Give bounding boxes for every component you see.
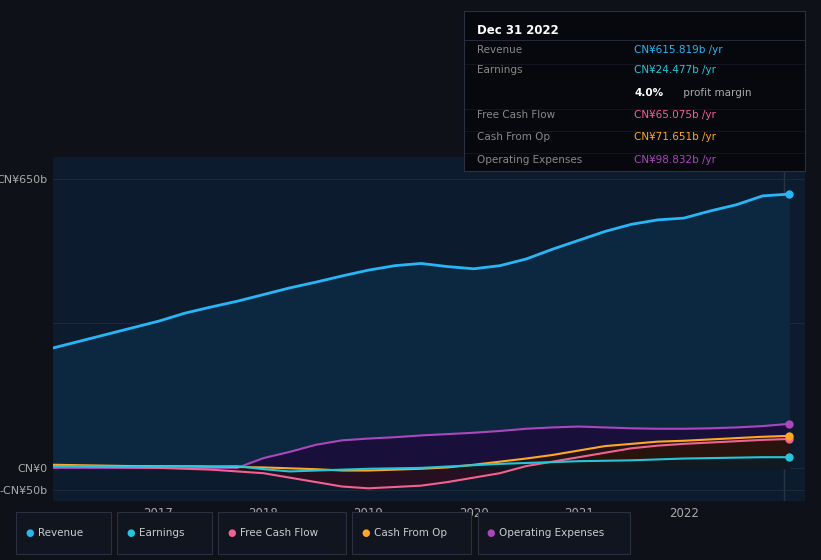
Text: CN¥71.651b /yr: CN¥71.651b /yr	[635, 133, 716, 142]
Text: Cash From Op: Cash From Op	[374, 529, 447, 538]
Text: Revenue: Revenue	[478, 45, 523, 55]
Text: Dec 31 2022: Dec 31 2022	[478, 24, 559, 37]
Text: Free Cash Flow: Free Cash Flow	[240, 529, 318, 538]
Point	[782, 435, 796, 444]
Point	[782, 190, 796, 199]
Text: ●: ●	[126, 529, 135, 538]
Text: CN¥615.819b /yr: CN¥615.819b /yr	[635, 45, 722, 55]
Text: ●: ●	[227, 529, 236, 538]
Text: Cash From Op: Cash From Op	[478, 133, 551, 142]
Text: Earnings: Earnings	[139, 529, 184, 538]
Text: Operating Expenses: Operating Expenses	[499, 529, 604, 538]
Text: Earnings: Earnings	[478, 66, 523, 76]
Text: ●: ●	[487, 529, 495, 538]
Text: CN¥24.477b /yr: CN¥24.477b /yr	[635, 66, 716, 76]
Text: 4.0%: 4.0%	[635, 88, 663, 98]
Text: Free Cash Flow: Free Cash Flow	[478, 110, 556, 120]
Text: profit margin: profit margin	[681, 88, 752, 98]
Text: Revenue: Revenue	[38, 529, 83, 538]
Text: CN¥65.075b /yr: CN¥65.075b /yr	[635, 110, 716, 120]
Point	[782, 431, 796, 440]
Point	[782, 452, 796, 461]
Text: ●: ●	[361, 529, 369, 538]
Text: Operating Expenses: Operating Expenses	[478, 155, 583, 165]
Text: CN¥98.832b /yr: CN¥98.832b /yr	[635, 155, 716, 165]
Text: ●: ●	[25, 529, 34, 538]
Point	[782, 419, 796, 428]
